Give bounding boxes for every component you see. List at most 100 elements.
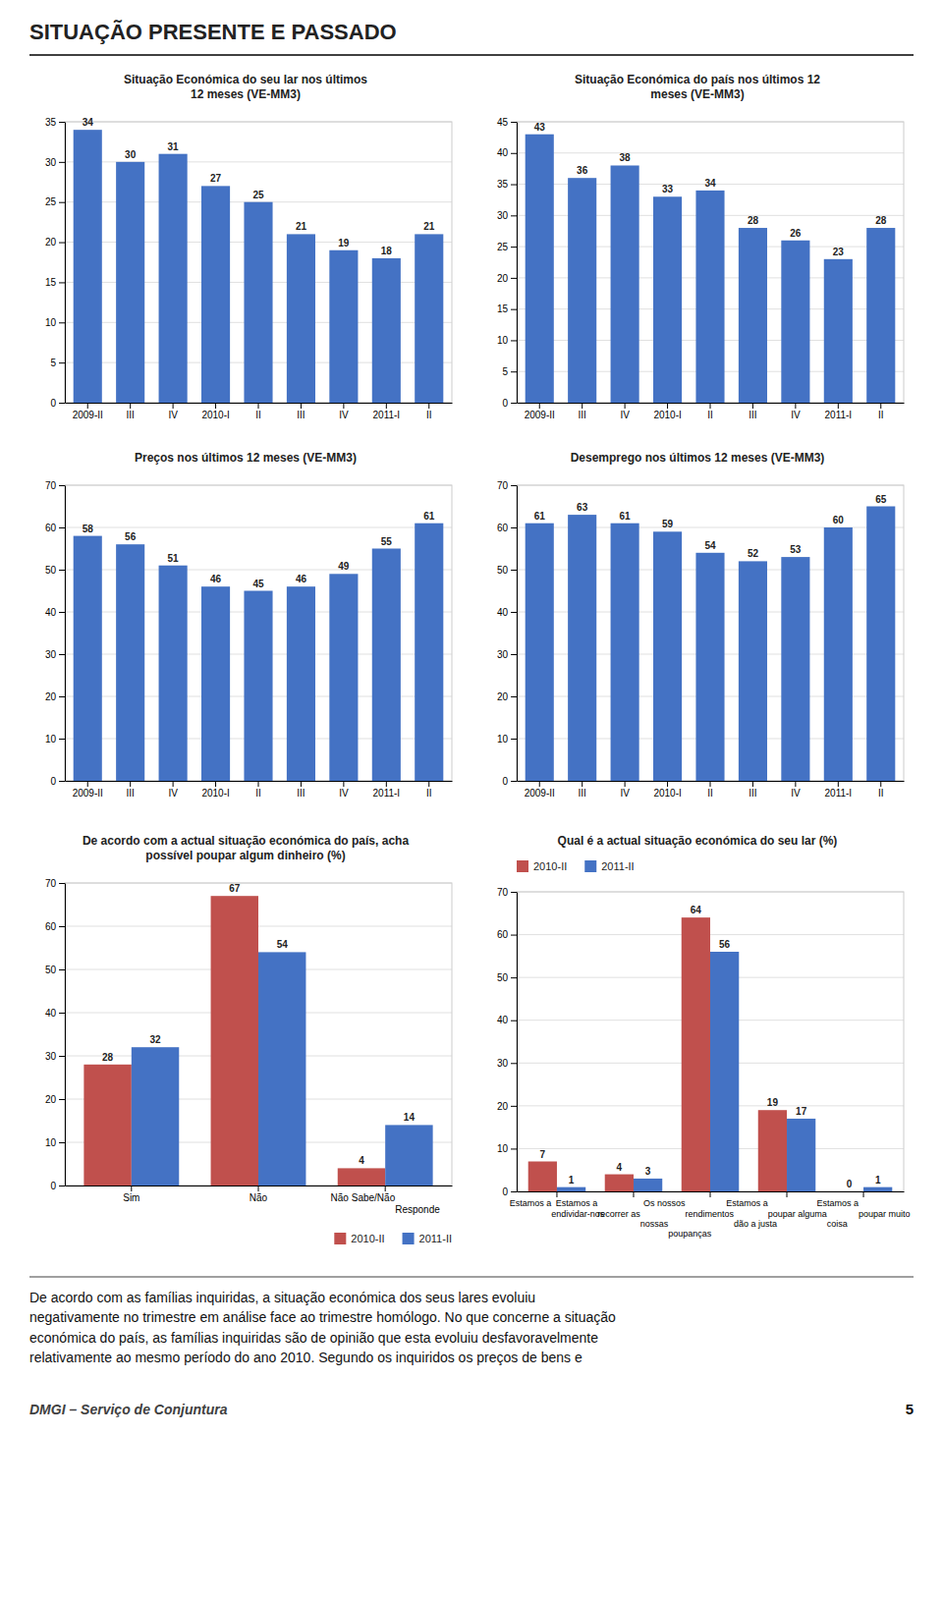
tick-label: 20 [45,1094,57,1106]
y-tick: 70 [497,480,517,492]
tick-label: II [426,787,433,799]
bar [824,527,853,781]
y-axis: 05101520253035 [45,116,66,409]
tick-mark [510,246,517,248]
legend: 2010-II2011-II [333,1232,452,1245]
tick-label: 2009-II [72,787,104,799]
text-line: IV [338,409,349,421]
bar [329,250,358,403]
tick-label: 0 [501,397,508,409]
chart-panel: Desemprego nos últimos 12 meses (VE-MM3)… [497,450,905,799]
tick-mark [786,1191,788,1198]
tick-label: Estamos arecorrer asnossaspoupanças [555,1198,713,1239]
x-tick: Não Sabe/NãoResponde [331,1185,442,1216]
tick-label: 40 [45,607,57,618]
tick-mark [581,780,583,787]
text-line: coisa [827,1219,848,1229]
tick-label: 35 [45,116,57,128]
text-line: recorrer as [597,1209,641,1220]
data-label: 28 [875,215,888,226]
tick-mark [58,883,65,885]
bar [115,544,145,781]
data-labels: 616361595452536065 [534,494,888,560]
grid [64,883,452,1186]
tick-label: 2011-I [825,787,853,799]
y-tick: 70 [497,887,517,898]
x-tick: 2010-I [201,402,229,421]
data-label: 61 [619,510,632,522]
tick-label: III [296,787,305,799]
data-label: 25 [252,189,265,201]
tick-mark [58,611,65,613]
data-label: 0 [846,1178,853,1190]
tick-mark [510,738,517,740]
tick-label: 30 [45,157,57,168]
y-tick: 60 [497,929,517,941]
data-label: 21 [295,221,308,232]
tick-mark [129,780,131,787]
x-axis: 2009-IIIIIIV2010-IIIIIIIV2011-III [65,402,453,421]
tick-label: 50 [45,964,57,976]
tick-label: 0 [50,397,56,409]
bar [556,1187,586,1192]
y-tick: 20 [45,236,65,248]
data-label: 55 [381,536,393,548]
tick-mark [172,780,174,787]
data-label: 28 [102,1052,114,1063]
bar [414,523,444,781]
bar [131,1047,179,1186]
tick-mark [130,1185,132,1192]
text-line: Estamos a [817,1198,860,1209]
tick-label: 70 [45,480,57,492]
text-line: III [748,787,757,799]
tick-label: IV [790,409,801,421]
tick-mark [258,1185,260,1192]
x-tick: IV [790,402,801,421]
text-line: 2011-I [825,787,853,799]
tick-mark [428,780,430,787]
tick-label: 50 [497,972,509,984]
text-line: IV [790,409,801,421]
tick-label: Não [249,1192,269,1204]
text-line: nossas [640,1219,669,1229]
y-axis: 051015202530354045 [497,116,518,409]
text-line: Qual é a actual situação económica do se… [557,833,838,848]
bar [695,553,724,781]
tick-mark [510,1020,517,1022]
tick-mark [300,780,302,787]
text-line: IV [619,409,630,421]
y-axis: 010203040506070 [497,887,518,1198]
bar [610,523,640,781]
bar [653,196,682,403]
text-line: II [878,409,885,421]
data-label: 54 [704,540,717,552]
y-tick: 10 [45,733,65,745]
tick-label: II [426,409,433,421]
text-line: 2010-I [201,787,229,799]
tick-mark [863,1191,865,1198]
bar [73,536,103,781]
y-tick: 0 [50,1180,65,1192]
x-tick: 2009-II [524,780,555,799]
bar [83,1064,131,1186]
x-tick: IV [338,402,349,421]
bar [337,1167,386,1186]
x-tick: 2011-I [825,402,853,421]
tick-mark [58,569,65,571]
chart-panel: Preços nos últimos 12 meses (VE-MM3)5856… [45,450,453,799]
text-line: Não Sabe/Não [331,1192,396,1204]
y-tick: 5 [501,366,517,378]
tick-mark [510,402,517,404]
tick-mark [666,780,668,787]
legend-label: 2011-II [419,1232,452,1245]
y-tick: 20 [497,691,517,703]
tick-mark [752,402,754,409]
x-tick: Estamos aendividar-nos [509,1191,606,1220]
tick-mark [428,402,430,409]
bar [329,573,358,781]
tick-mark [58,121,65,123]
x-tick: 2011-I [373,780,401,799]
x-tick: IV [167,402,178,421]
bar [710,951,739,1192]
tick-mark [385,1185,387,1192]
